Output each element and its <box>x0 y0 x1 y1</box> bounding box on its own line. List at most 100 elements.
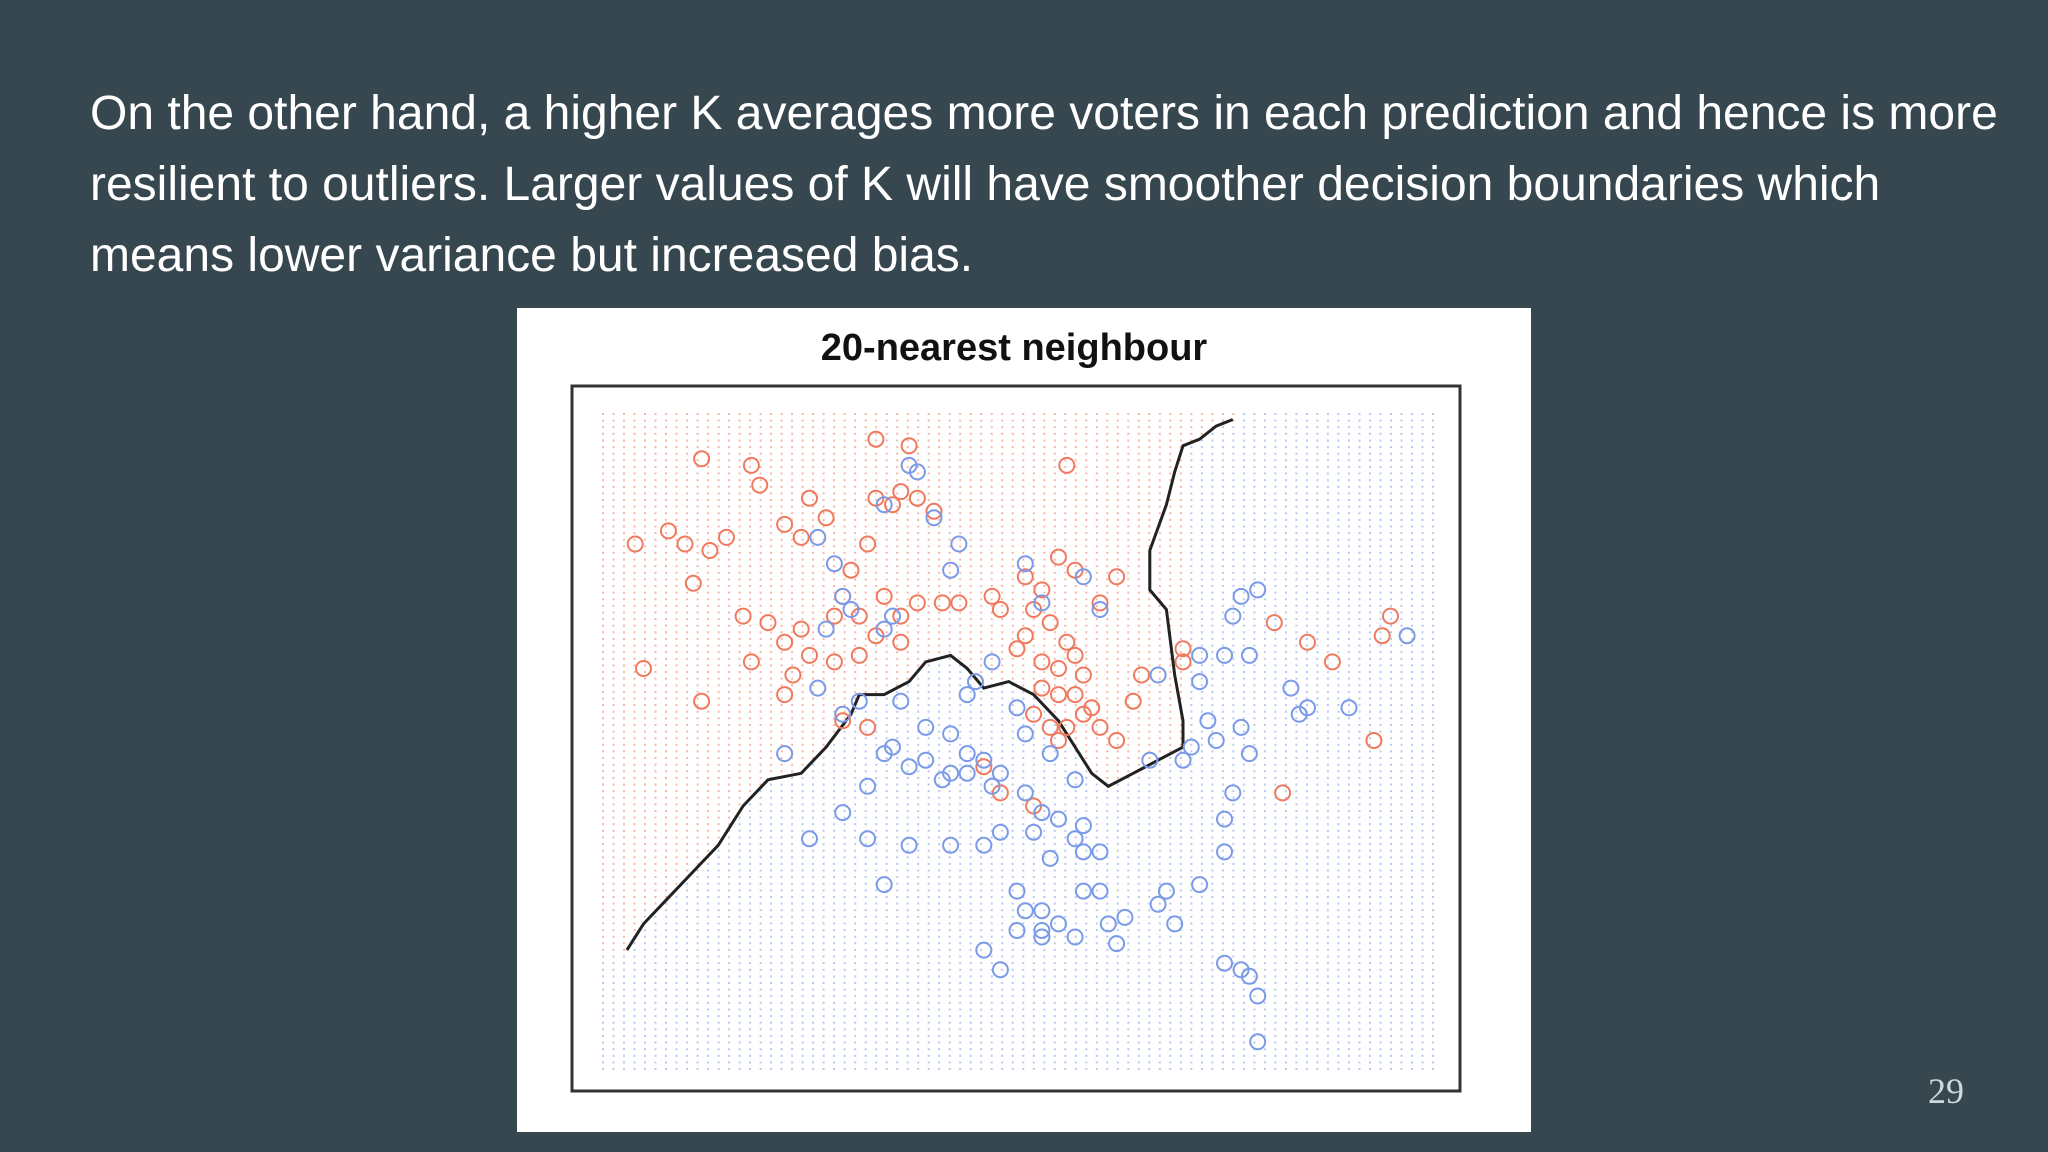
point-b-105 <box>1224 607 1242 625</box>
point-a-31 <box>991 601 1009 618</box>
point-b-46 <box>1016 725 1034 743</box>
point-a-57 <box>1174 653 1192 671</box>
point-b-99 <box>991 823 1009 841</box>
point-b-51 <box>958 764 976 782</box>
point-a-37 <box>1041 614 1059 632</box>
point-b-48 <box>958 686 976 704</box>
point-b-97 <box>942 725 960 743</box>
point-a-17 <box>892 483 910 501</box>
point-a-80 <box>1323 653 1341 671</box>
point-a-15 <box>925 502 943 520</box>
point-a-62 <box>734 607 752 625</box>
point-b-64 <box>1033 922 1051 939</box>
point-b-26 <box>917 718 935 736</box>
point-a-83 <box>1382 607 1399 625</box>
point-a-70 <box>776 686 794 704</box>
plot-title: 20-nearest neighbour <box>821 327 1208 369</box>
point-b-12 <box>1091 601 1109 618</box>
point-a-56 <box>1133 666 1150 684</box>
point-b-73 <box>1166 915 1184 933</box>
point-b-101 <box>1207 732 1225 749</box>
point-a-34 <box>1050 548 1067 566</box>
point-a-52 <box>1083 699 1101 717</box>
point-b-18 <box>1240 646 1258 664</box>
point-b-32 <box>942 764 960 782</box>
point-a-45 <box>1033 679 1051 697</box>
point-b-15 <box>1191 646 1209 664</box>
page-number: 29 <box>1928 1071 1964 1111</box>
point-a-72 <box>859 718 877 736</box>
point-a-33 <box>1033 581 1051 599</box>
point-a-5 <box>801 489 818 507</box>
point-b-94 <box>850 692 868 710</box>
point-a-55 <box>1124 692 1142 710</box>
point-b-60 <box>1008 882 1026 900</box>
knn-plot-svg: 20-nearest neighbour <box>570 327 1462 1093</box>
point-b-21 <box>1232 718 1250 736</box>
point-b-59 <box>975 836 993 854</box>
point-a-59 <box>759 614 777 632</box>
point-a-30 <box>983 587 1001 605</box>
point-a-64 <box>801 646 818 664</box>
point-a-54 <box>1108 732 1126 749</box>
point-b-100 <box>1066 771 1084 789</box>
point-a-27 <box>908 594 926 612</box>
point-a-18 <box>884 496 901 514</box>
point-b-8 <box>875 620 893 638</box>
point-a-1 <box>742 456 760 474</box>
point-b-25 <box>1149 666 1167 684</box>
point-b-68 <box>1074 882 1092 900</box>
point-a-71 <box>834 712 852 730</box>
point-a-85 <box>1091 594 1109 612</box>
point-b-16 <box>1191 673 1209 691</box>
point-b-69 <box>1091 882 1109 900</box>
point-a-12 <box>776 515 794 533</box>
grid-dots <box>602 413 1434 1070</box>
point-b-23 <box>1199 712 1217 730</box>
point-b-22 <box>1240 745 1258 763</box>
point-a-19 <box>859 535 877 553</box>
point-b-98 <box>892 692 910 710</box>
point-a-77 <box>1050 732 1067 749</box>
point-b-82 <box>1174 751 1192 769</box>
decision-boundary <box>625 418 1234 951</box>
point-b-84 <box>975 941 993 959</box>
point-a-61 <box>742 653 760 671</box>
point-a-40 <box>1016 627 1034 645</box>
point-a-3 <box>900 437 918 455</box>
point-b-10 <box>1033 594 1051 612</box>
point-a-38 <box>1058 633 1076 651</box>
point-a-48 <box>1025 705 1043 723</box>
point-b-71 <box>1149 895 1167 913</box>
point-b-38 <box>1033 804 1051 822</box>
point-b-11 <box>1074 568 1092 586</box>
point-b-34 <box>975 751 993 769</box>
point-b-9 <box>1016 555 1034 573</box>
point-b-58 <box>942 836 960 854</box>
point-b-62 <box>1033 902 1051 920</box>
point-a-50 <box>1058 718 1076 736</box>
point-a-6 <box>817 509 835 527</box>
point-a-63 <box>784 666 802 684</box>
point-a-46 <box>1050 686 1067 704</box>
point-b-87 <box>1249 1033 1267 1051</box>
point-a-79 <box>1299 633 1316 651</box>
point-a-29 <box>950 594 968 612</box>
point-b-2 <box>925 509 943 527</box>
point-b-103 <box>1340 699 1358 717</box>
point-a-4 <box>751 476 769 494</box>
slide-body-text: On the other hand, a higher K averages m… <box>90 87 1998 282</box>
point-b-61 <box>1016 902 1034 920</box>
point-a-86 <box>1108 568 1126 586</box>
point-b-91 <box>842 601 860 618</box>
point-a-68 <box>892 633 910 651</box>
point-b-49 <box>967 673 984 691</box>
point-b-70 <box>1108 935 1126 953</box>
point-a-78 <box>1265 614 1283 632</box>
point-a-81 <box>1365 732 1383 749</box>
point-b-56 <box>875 876 893 894</box>
point-b-74 <box>1191 876 1209 894</box>
point-a-69 <box>693 692 711 710</box>
point-b-41 <box>1066 830 1084 848</box>
point-a-60 <box>776 633 794 651</box>
